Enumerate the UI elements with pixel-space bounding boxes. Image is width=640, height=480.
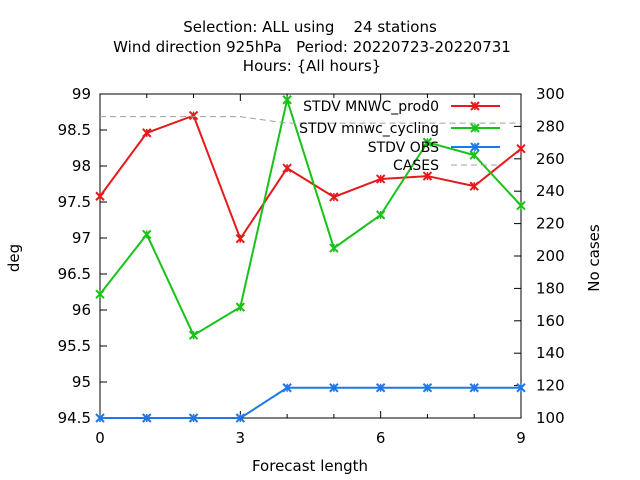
title-line-1: Selection: ALL using 24 stations bbox=[183, 18, 437, 36]
y-axis-label: deg bbox=[5, 244, 23, 272]
legend-marker bbox=[470, 142, 480, 152]
x-tick-label: 9 bbox=[516, 429, 526, 447]
y-axis-left: 94.5 95 95.5 96 96.5 97 97.5 98 98.5 99 bbox=[58, 85, 107, 427]
legend-marker bbox=[470, 123, 480, 133]
data-point bbox=[142, 128, 152, 138]
y2-tick-label: 100 bbox=[536, 409, 565, 427]
title-line-3: Hours: {All hours} bbox=[243, 57, 381, 75]
data-point bbox=[516, 383, 526, 393]
series-line-2 bbox=[100, 386, 521, 419]
data-point bbox=[188, 413, 199, 423]
legend-label: STDV mnwc_cycling bbox=[299, 121, 439, 137]
data-point bbox=[282, 163, 292, 173]
y2-tick-label: 240 bbox=[536, 182, 565, 200]
data-point bbox=[95, 413, 105, 423]
series-layer bbox=[95, 95, 526, 423]
legend-label: STDV MNWC_prod0 bbox=[303, 99, 439, 115]
data-point bbox=[516, 144, 526, 154]
data-point bbox=[282, 383, 292, 393]
y-tick-label: 95.5 bbox=[58, 337, 91, 355]
data-point bbox=[422, 171, 433, 181]
data-point bbox=[329, 383, 339, 393]
data-point bbox=[469, 383, 479, 393]
data-point bbox=[142, 229, 152, 240]
data-point bbox=[188, 110, 199, 121]
y2-tick-label: 140 bbox=[536, 344, 565, 362]
data-point bbox=[95, 191, 105, 201]
data-point bbox=[516, 200, 526, 211]
data-point bbox=[422, 137, 433, 147]
x-tick-label: 6 bbox=[376, 429, 386, 447]
plot-frame bbox=[99, 93, 522, 419]
data-point bbox=[329, 243, 339, 253]
data-point bbox=[469, 181, 479, 191]
chart-title: Selection: ALL using 24 stations Wind di… bbox=[113, 18, 511, 75]
legend-label: CASES bbox=[393, 158, 439, 174]
y2-tick-label: 120 bbox=[536, 377, 565, 395]
y-axis-right: 100 120 140 160 180 200 220 240 260 280 300 bbox=[514, 85, 565, 427]
data-point bbox=[95, 289, 105, 299]
data-point bbox=[469, 150, 479, 160]
legend: STDV MNWC_prod0 STDV mnwc_cycling STDV OBS… bbox=[299, 99, 500, 174]
y2-tick-label: 300 bbox=[536, 85, 565, 103]
data-point bbox=[235, 302, 246, 312]
y2-tick-label: 220 bbox=[536, 215, 565, 233]
y-tick-label: 98 bbox=[72, 157, 91, 175]
x-tick-label: 3 bbox=[236, 429, 246, 447]
y2-tick-label: 280 bbox=[536, 117, 565, 135]
series-line-1 bbox=[99, 95, 522, 337]
data-point bbox=[375, 174, 386, 184]
y2-tick-label: 160 bbox=[536, 312, 565, 330]
y-tick-label: 95 bbox=[72, 373, 91, 391]
data-point bbox=[422, 383, 433, 393]
y-tick-label: 97 bbox=[72, 229, 91, 247]
data-point bbox=[375, 210, 386, 220]
y-tick-label: 97.5 bbox=[58, 193, 91, 211]
y2-tick-label: 260 bbox=[536, 150, 565, 168]
x-axis-label: Forecast length bbox=[252, 457, 368, 475]
data-point bbox=[235, 413, 246, 423]
data-point bbox=[188, 330, 199, 340]
y2-tick-label: 200 bbox=[536, 247, 565, 265]
y-tick-label: 96.5 bbox=[58, 265, 91, 283]
data-point bbox=[142, 413, 152, 423]
legend-marker bbox=[470, 101, 480, 111]
y-tick-label: 96 bbox=[72, 301, 91, 319]
x-tick-label: 0 bbox=[95, 429, 105, 447]
data-point bbox=[329, 192, 339, 202]
y2-axis-label: No cases bbox=[585, 224, 603, 292]
y-tick-label: 94.5 bbox=[58, 409, 91, 427]
y-tick-label: 99 bbox=[72, 85, 91, 103]
legend-label: STDV OBS bbox=[368, 140, 439, 156]
data-point bbox=[282, 95, 292, 105]
data-point bbox=[235, 234, 246, 244]
y2-tick-label: 180 bbox=[536, 279, 565, 297]
data-point bbox=[375, 383, 386, 393]
series-line-0 bbox=[99, 114, 522, 241]
y-tick-label: 98.5 bbox=[58, 121, 91, 139]
title-line-2: Wind direction 925hPa Period: 20220723-2… bbox=[113, 38, 511, 56]
series-line-3 bbox=[100, 116, 521, 124]
